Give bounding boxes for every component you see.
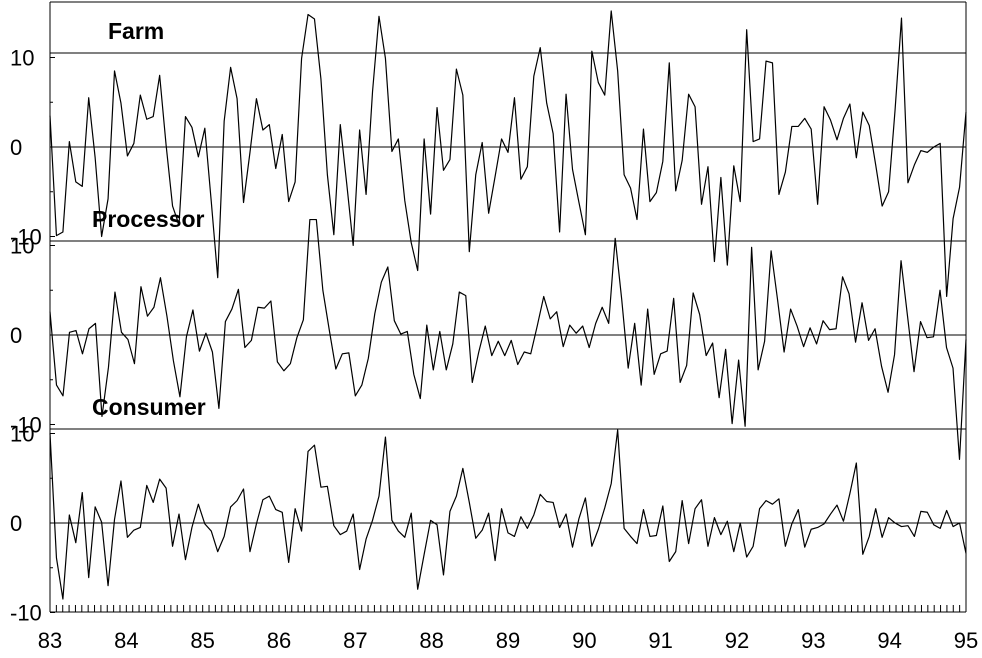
- x-axis-ticks: [49, 605, 967, 612]
- x-tick-label: 95: [954, 628, 978, 653]
- series-line-processor: [49, 218, 967, 460]
- series-line-consumer: [49, 429, 967, 600]
- y-tick-label: 0: [10, 135, 22, 160]
- panel-consumer: 10 0 -10 Consumer: [10, 394, 967, 626]
- y-tick-label: 10: [10, 234, 34, 259]
- plot-frame: [49, 1, 967, 613]
- x-tick-label: 84: [114, 628, 138, 653]
- y-tick-label: 0: [10, 511, 22, 536]
- series-line-farm: [49, 10, 967, 298]
- panel-title: Processor: [92, 206, 205, 232]
- y-tick-label: -10: [10, 225, 42, 250]
- panel-farm: 10 0 -10 Farm: [10, 10, 967, 298]
- x-tick-label: 87: [343, 628, 367, 653]
- x-tick-label: 89: [496, 628, 520, 653]
- panel-title: Consumer: [92, 394, 206, 420]
- x-tick-label: 86: [267, 628, 291, 653]
- y-tick-label: -10: [10, 601, 42, 626]
- x-tick-label: 83: [38, 628, 62, 653]
- panels: 10 0 -10 Farm 10 0 -10 Processor 10 0 -10 Consumer: [10, 10, 967, 626]
- x-axis-tick-labels: 83 84 85 86 87 88 89 90 91 92 93 94 95: [38, 628, 978, 653]
- x-tick-label: 93: [801, 628, 825, 653]
- panel-title: Farm: [108, 18, 164, 44]
- x-tick-label: 85: [190, 628, 214, 653]
- panel-processor: 10 0 -10 Processor: [10, 206, 967, 460]
- y-tick-label: -10: [10, 413, 42, 438]
- x-tick-label: 90: [572, 628, 596, 653]
- y-tick-label: 10: [10, 46, 34, 71]
- x-tick-label: 92: [725, 628, 749, 653]
- x-tick-label: 94: [877, 628, 901, 653]
- y-tick-label: 0: [10, 323, 22, 348]
- x-tick-label: 88: [419, 628, 443, 653]
- y-tick-label: 10: [10, 422, 34, 447]
- x-tick-label: 91: [648, 628, 672, 653]
